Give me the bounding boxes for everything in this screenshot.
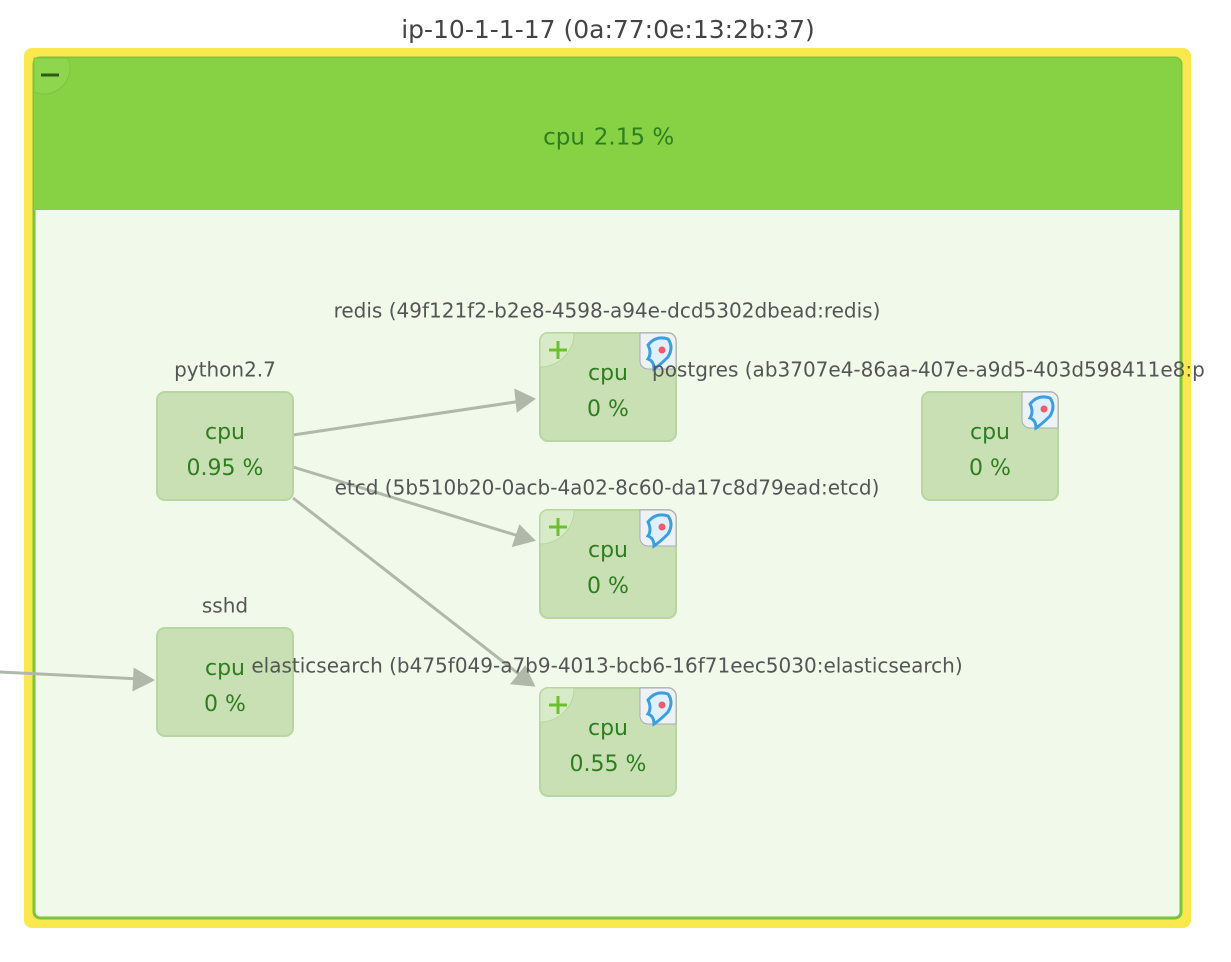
- node-label: sshd: [202, 594, 248, 618]
- edge: [292, 399, 523, 437]
- metric-label: cpu: [970, 420, 1010, 445]
- metric-label: cpu: [588, 361, 628, 386]
- metric-value: 0 %: [587, 574, 629, 599]
- metric-value: 0.95 %: [187, 456, 264, 481]
- node-box[interactable]: [156, 627, 294, 737]
- edge: [0, 670, 141, 681]
- node-label: python2.7: [174, 358, 276, 382]
- metric-value: 0 %: [969, 456, 1011, 481]
- app-icon-dot: [658, 523, 666, 531]
- edge: [292, 496, 525, 680]
- metric-label: cpu: [588, 716, 628, 741]
- metric-value: 0 %: [587, 397, 629, 422]
- metric-value: 0.55 %: [570, 752, 647, 777]
- node-label: redis (49f121f2-b2e8-4598-a94e-dcd5302db…: [334, 299, 881, 323]
- edge: [292, 465, 523, 539]
- arrowhead: [514, 388, 536, 413]
- app-icon: [645, 691, 673, 727]
- edges: [0, 388, 536, 692]
- nodes: python2.7 cpu 0.95 % redis (49f121f2-b2e8-4…: [156, 299, 1205, 797]
- metric-label: cpu: [205, 656, 245, 681]
- metric-value: 0 %: [204, 692, 246, 717]
- arrowhead: [511, 524, 536, 548]
- host-metric-label: cpu: [543, 125, 585, 151]
- app-icon: [1027, 395, 1055, 431]
- arrowhead: [132, 667, 156, 692]
- node-label: postgres (ab3707e4-86aa-407e-a9d5-403d59…: [652, 358, 1205, 382]
- app-icon-dot: [658, 346, 666, 354]
- app-icon-dot: [1040, 405, 1048, 413]
- host-metric-value: 2.15 %: [594, 125, 674, 151]
- node-box[interactable]: [156, 391, 294, 501]
- metric-label: cpu: [205, 420, 245, 445]
- plus-icon: [549, 696, 567, 714]
- host-title: ip-10-1-1-17 (0a:77:0e:13:2b:37): [401, 15, 815, 44]
- plus-icon: [549, 518, 567, 536]
- app-icon: [645, 336, 673, 372]
- app-icon: [645, 513, 673, 549]
- app-icon-dot: [658, 701, 666, 709]
- arrowhead: [510, 665, 536, 687]
- metric-label: cpu: [588, 538, 628, 563]
- node-label: etcd (5b510b20-0acb-4a02-8c60-da17c8d79e…: [335, 476, 880, 500]
- node-label: elasticsearch (b475f049-a7b9-4013-bcb6-1…: [251, 654, 962, 678]
- host-header: [34, 58, 1181, 210]
- plus-icon: [549, 341, 567, 359]
